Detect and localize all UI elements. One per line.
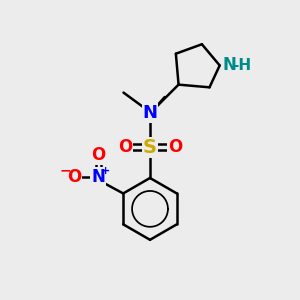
Text: O: O bbox=[67, 168, 81, 186]
Text: -H: -H bbox=[232, 58, 251, 73]
Text: O: O bbox=[168, 138, 182, 156]
Text: +: + bbox=[101, 166, 110, 176]
Text: −: − bbox=[60, 164, 72, 178]
Text: O: O bbox=[91, 146, 105, 164]
Text: O: O bbox=[118, 138, 132, 156]
Text: N: N bbox=[91, 168, 105, 186]
Text: N: N bbox=[142, 104, 158, 122]
Text: S: S bbox=[143, 138, 157, 157]
Text: N: N bbox=[223, 56, 236, 74]
